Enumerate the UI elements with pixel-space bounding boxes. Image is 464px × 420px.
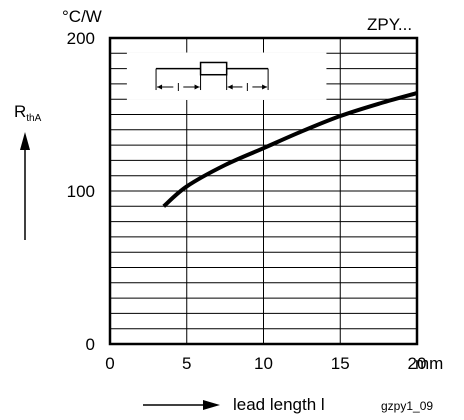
inset-dimension-arrow [157,84,163,90]
x-unit-label: mm [415,354,443,373]
inset-label-left: l [177,82,179,94]
part-label: ZPY... [367,15,412,34]
y-tick-label: 200 [67,29,95,48]
y-axis-label: RthA [14,102,42,124]
x-axis-arrow [143,400,220,410]
inset-dimension-arrow [194,84,200,90]
x-tick-label: 5 [182,354,191,373]
inset-label-right: l [246,82,248,94]
figure-id: gzpy1_09 [381,399,433,413]
y-axis-arrow [20,132,30,240]
y-tick-label: 100 [67,182,95,201]
x-axis-label: lead length l [233,395,325,414]
y-axis-label-sub: thA [26,113,41,124]
series-line [162,91,418,208]
x-tick-label: 10 [254,354,273,373]
inset-resistor-body [199,61,228,76]
y-unit-label: °C/W [62,7,102,26]
x-tick-label: 20 [408,354,427,373]
inset-dimension-arrow [227,84,233,90]
plot-frame [108,36,419,346]
x-tick-label: 15 [331,354,350,373]
y-axis-label-main: R [14,102,26,121]
x-tick-label: 0 [105,354,114,373]
y-tick-label: 0 [86,335,95,354]
inset-dimension-arrow [262,84,268,90]
